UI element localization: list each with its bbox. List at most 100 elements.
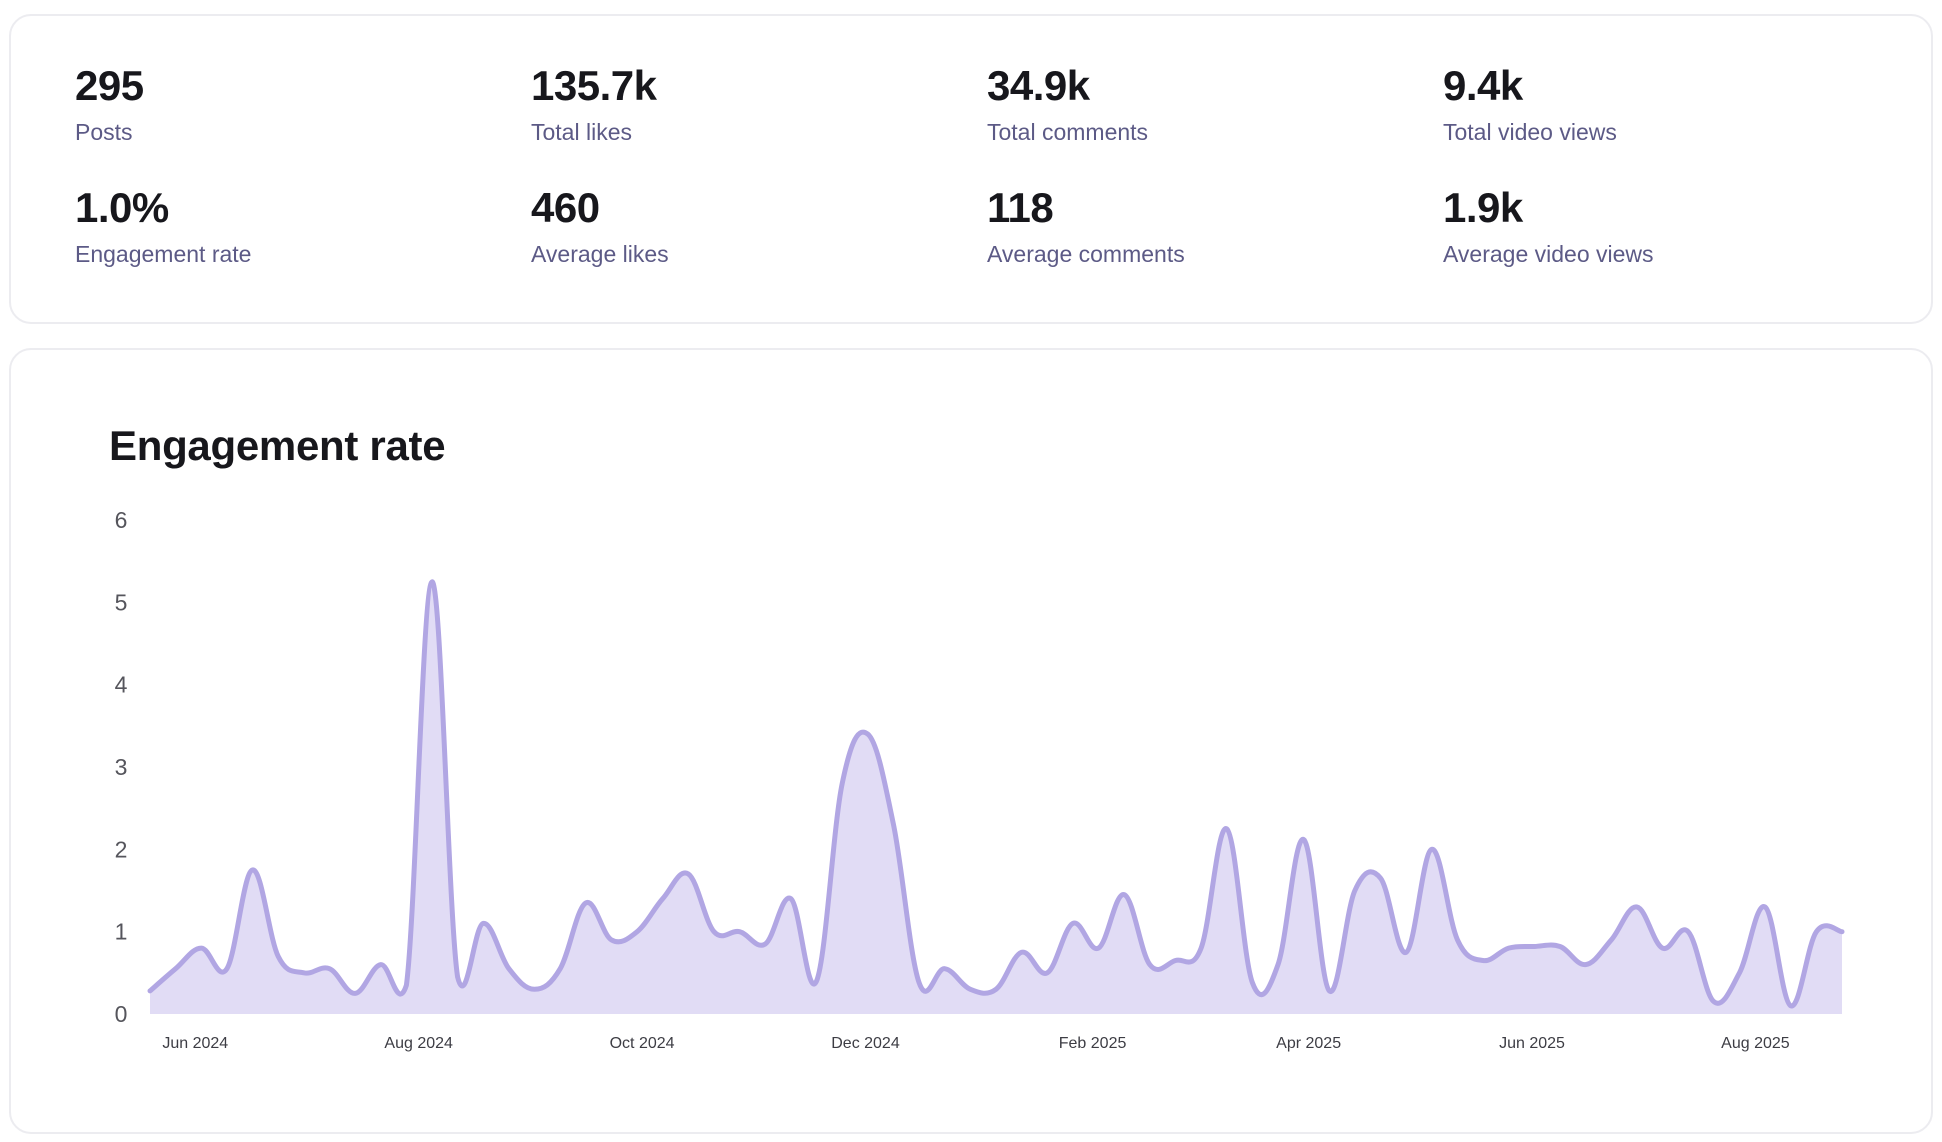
data-point (480, 920, 486, 926)
data-point (583, 900, 589, 906)
data-point (1044, 970, 1050, 976)
x-tick-label: Apr 2025 (1276, 1035, 1341, 1052)
data-point (916, 980, 922, 986)
x-tick-label: Dec 2024 (831, 1035, 900, 1052)
y-tick-label: 6 (115, 507, 128, 533)
data-point (378, 962, 384, 968)
data-point (1147, 962, 1153, 968)
data-point (1172, 957, 1178, 963)
x-tick-label: Feb 2025 (1059, 1035, 1127, 1052)
data-point (1608, 937, 1614, 943)
stat-label: Total video views (1443, 119, 1617, 145)
data-point (429, 579, 435, 585)
stat-value: 1.0% (75, 184, 169, 231)
stat-average-likes: 460 Average likes (531, 180, 987, 302)
data-point (275, 953, 281, 959)
data-points (147, 579, 1845, 1009)
x-tick-label: Aug 2025 (1721, 1035, 1790, 1052)
data-point (1403, 949, 1409, 955)
data-point (788, 896, 794, 902)
data-point (1557, 943, 1563, 949)
data-point (1198, 945, 1204, 951)
stat-label: Total likes (531, 119, 632, 145)
data-point (993, 986, 999, 992)
stat-value: 34.9k (987, 62, 1090, 109)
data-point (762, 941, 768, 947)
data-point (608, 937, 614, 943)
series-area (150, 581, 1842, 1014)
data-point (1506, 945, 1512, 951)
data-point (326, 966, 332, 972)
chart-card: Engagement rate 0 1 2 3 4 5 6 Jun 2024 Aug 2024… (9, 348, 1933, 1134)
data-point (1788, 1003, 1794, 1009)
data-point (1096, 945, 1102, 951)
y-tick-label: 0 (115, 1001, 128, 1027)
data-point (634, 929, 640, 935)
data-point (532, 986, 538, 992)
stat-label: Average video views (1443, 241, 1654, 267)
stat-average-video-views: 1.9k Average video views (1443, 180, 1899, 302)
data-point (839, 780, 845, 786)
data-point (1326, 988, 1332, 994)
data-point (1762, 904, 1768, 910)
stat-label: Posts (75, 119, 133, 145)
stat-total-video-views: 9.4k Total video views (1443, 58, 1899, 180)
stat-engagement-rate: 1.0% Engagement rate (75, 180, 531, 302)
data-point (865, 731, 871, 737)
data-point (455, 974, 461, 980)
stat-value: 135.7k (531, 62, 657, 109)
data-point (1634, 904, 1640, 910)
stat-average-comments: 118 Average comments (987, 180, 1443, 302)
stats-grid: 295 Posts 135.7k Total likes 34.9k Total… (75, 58, 1899, 302)
stat-label: Average likes (531, 241, 669, 267)
stat-value: 9.4k (1443, 62, 1523, 109)
data-point (890, 822, 896, 828)
stat-label: Engagement rate (75, 241, 252, 267)
data-point (506, 966, 512, 972)
data-point (1711, 999, 1717, 1005)
x-tick-label: Jun 2025 (1499, 1035, 1565, 1052)
data-point (1454, 937, 1460, 943)
y-axis: 0 1 2 3 4 5 6 (115, 507, 128, 1027)
data-point (1249, 980, 1255, 986)
data-point (1275, 962, 1281, 968)
data-point (250, 867, 256, 873)
data-point (352, 990, 358, 996)
stat-label: Total comments (987, 119, 1149, 145)
data-point (1070, 920, 1076, 926)
data-point (403, 982, 409, 988)
data-point (173, 966, 179, 972)
data-point (1480, 957, 1486, 963)
data-point (557, 966, 563, 972)
data-point (198, 945, 204, 951)
data-point (224, 966, 230, 972)
data-point (1121, 892, 1127, 898)
stat-posts: 295 Posts (75, 58, 531, 180)
y-tick-label: 5 (115, 589, 128, 615)
engagement-rate-chart[interactable]: 0 1 2 3 4 5 6 Jun 2024 Aug 2024 Oct 2024 Dec 2024… (11, 350, 1931, 1130)
y-tick-label: 2 (115, 836, 128, 862)
y-tick-label: 3 (115, 754, 128, 780)
chart-title: Engagement rate (109, 422, 446, 469)
stat-total-likes: 135.7k Total likes (531, 58, 987, 180)
data-point (1685, 929, 1691, 935)
y-tick-label: 1 (115, 919, 128, 945)
data-point (814, 978, 820, 984)
stat-total-comments: 34.9k Total comments (987, 58, 1443, 180)
data-point (1352, 888, 1358, 894)
data-point (685, 871, 691, 877)
data-point (1531, 943, 1537, 949)
data-point (942, 966, 948, 972)
data-point (660, 896, 666, 902)
y-tick-label: 4 (115, 672, 128, 698)
x-tick-label: Aug 2024 (384, 1035, 453, 1052)
data-point (1583, 962, 1589, 968)
x-tick-label: Jun 2024 (162, 1035, 228, 1052)
data-point (301, 970, 307, 976)
stats-card: 295 Posts 135.7k Total likes 34.9k Total… (9, 14, 1933, 324)
stat-value: 1.9k (1443, 184, 1523, 231)
data-point (1378, 875, 1384, 881)
stat-value: 460 (531, 184, 600, 231)
x-tick-label: Oct 2024 (610, 1035, 675, 1052)
data-point (967, 986, 973, 992)
